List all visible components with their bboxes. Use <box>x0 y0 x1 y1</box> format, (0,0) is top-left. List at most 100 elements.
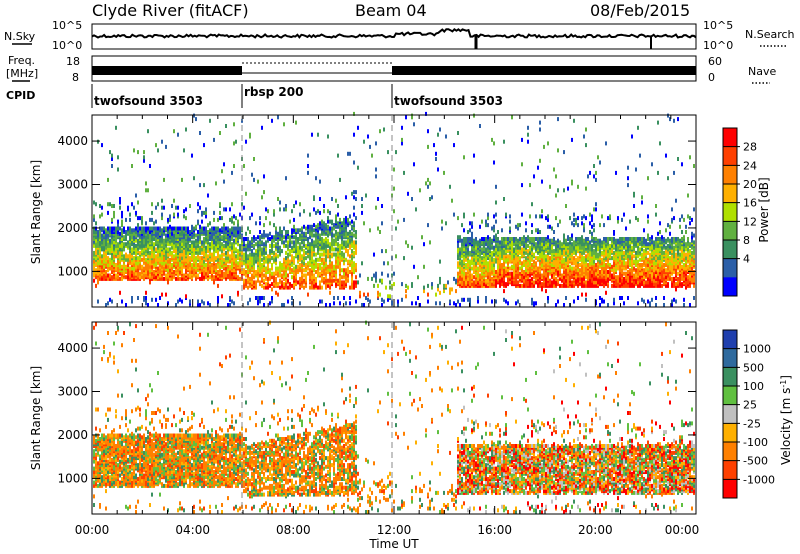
scatter-cell <box>331 219 333 224</box>
scatter-cell <box>99 276 101 281</box>
scatter-cell <box>261 250 263 255</box>
scatter-cell <box>501 276 503 281</box>
scatter-cell <box>463 275 465 280</box>
scatter-cell <box>469 297 471 302</box>
scatter-cell <box>207 193 209 198</box>
scatter-cell <box>423 285 425 290</box>
scatter-cell <box>233 141 235 146</box>
scatter-cell <box>327 238 329 243</box>
scatter-cell <box>315 276 317 281</box>
scatter-cell <box>213 275 215 280</box>
scatter-cell <box>589 230 591 234</box>
scatter-cell <box>299 263 301 267</box>
scatter-cell <box>121 242 123 247</box>
scatter-cell <box>397 303 399 307</box>
scatter-cell <box>307 266 309 271</box>
scatter-cell <box>321 224 323 229</box>
scatter-cell <box>205 237 207 241</box>
scatter-cell <box>151 217 153 222</box>
scatter-cell <box>575 237 577 241</box>
scatter-cell <box>195 224 197 229</box>
scatter-cell <box>265 207 267 212</box>
scatter-cell <box>473 238 475 243</box>
scatter-cell <box>251 249 253 254</box>
scatter-cell <box>265 266 267 271</box>
scatter-cell <box>247 280 249 285</box>
scatter-cell <box>361 197 363 201</box>
scatter-cell <box>223 275 225 280</box>
scatter-cell <box>199 131 201 135</box>
scatter-cell <box>97 299 99 304</box>
scatter-cell <box>199 205 201 210</box>
scatter-cell <box>173 249 175 254</box>
scatter-cell <box>581 292 583 297</box>
scatter-cell <box>287 273 289 278</box>
scatter-cell <box>145 299 147 304</box>
scatter-cell <box>437 132 439 137</box>
scatter-cell <box>165 264 167 269</box>
scatter-cell <box>137 226 139 231</box>
scatter-cell <box>221 216 223 221</box>
scatter-cell <box>513 247 515 252</box>
scatter-cell <box>325 271 327 276</box>
scatter-cell <box>175 226 177 231</box>
nsky-tick-bottom: 10^0 <box>52 39 82 52</box>
scatter-cell <box>159 226 161 231</box>
scatter-cell <box>269 243 271 248</box>
scatter-cell <box>137 276 139 281</box>
scatter-cell <box>121 228 123 233</box>
scatter-cell <box>591 217 593 222</box>
scatter-cell <box>171 263 173 267</box>
scatter-cell <box>585 275 587 280</box>
scatter-cell <box>185 216 187 221</box>
scatter-cell <box>439 127 441 132</box>
scatter-cell <box>423 264 425 269</box>
scatter-cell <box>119 290 121 295</box>
scatter-cell <box>353 212 355 217</box>
scatter-cell <box>245 191 247 196</box>
scatter-cell <box>221 273 223 278</box>
scatter-cell <box>249 252 251 257</box>
scatter-cell <box>547 299 549 304</box>
scatter-cell <box>193 176 195 181</box>
scatter-cell <box>297 249 299 254</box>
scatter-cell <box>163 276 165 281</box>
scatter-cell <box>585 297 587 302</box>
scatter-cell <box>459 270 461 274</box>
scatter-cell <box>435 292 437 297</box>
scatter-cell <box>113 204 115 208</box>
scatter-cell <box>525 283 527 288</box>
scatter-cell <box>137 296 139 300</box>
scatter-cell <box>255 270 257 274</box>
scatter-cell <box>325 237 327 241</box>
scatter-cell <box>155 257 157 262</box>
scatter-cell <box>579 268 581 273</box>
scatter-cell <box>221 226 223 231</box>
scatter-cell <box>155 297 157 302</box>
scatter-cell <box>537 256 539 261</box>
scatter-cell <box>347 249 349 254</box>
scatter-cell <box>121 231 123 236</box>
scatter-cell <box>193 243 195 248</box>
scatter-cell <box>461 273 463 278</box>
scatter-cell <box>245 250 247 255</box>
scatter-cell <box>321 299 323 304</box>
scatter-cell <box>519 271 521 276</box>
scatter-cell <box>565 238 567 243</box>
scatter-cell <box>177 132 179 137</box>
scatter-cell <box>559 283 561 288</box>
scatter-cell <box>467 297 469 302</box>
scatter-cell <box>481 240 483 245</box>
scatter-cell <box>249 247 251 252</box>
scatter-cell <box>569 264 571 269</box>
scatter-cell <box>229 254 231 259</box>
scatter-cell <box>183 209 185 214</box>
scatter-cell <box>245 231 247 236</box>
scatter-cell <box>235 230 237 234</box>
scatter-cell <box>469 237 471 241</box>
scatter-cell <box>245 270 247 274</box>
scatter-cell <box>301 263 303 267</box>
scatter-cell <box>351 271 353 276</box>
scatter-cell <box>383 261 385 266</box>
scatter-cell <box>473 113 475 118</box>
